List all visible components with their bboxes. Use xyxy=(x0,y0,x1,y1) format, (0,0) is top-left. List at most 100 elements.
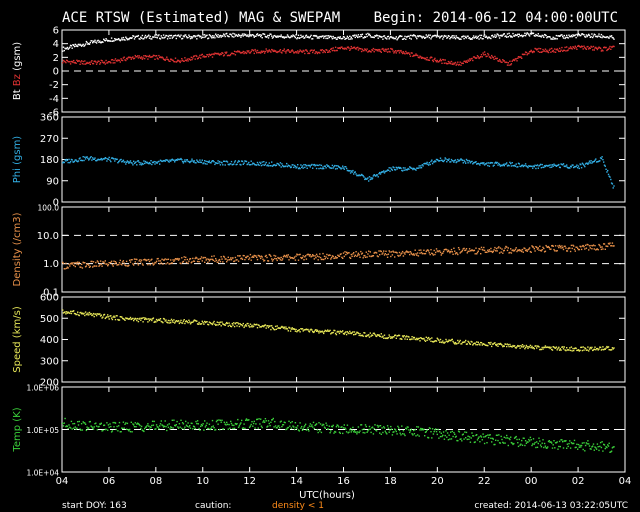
data-point xyxy=(339,330,341,332)
data-point xyxy=(457,37,459,39)
data-point xyxy=(136,160,139,162)
data-point xyxy=(357,252,360,254)
data-point xyxy=(221,321,223,323)
data-point xyxy=(454,341,457,344)
data-point xyxy=(508,64,510,66)
data-point xyxy=(121,427,123,429)
data-point xyxy=(286,34,289,36)
data-point xyxy=(200,256,203,258)
data-point xyxy=(114,422,117,424)
data-point xyxy=(177,59,180,62)
data-point xyxy=(196,422,198,425)
data-point xyxy=(291,421,293,423)
data-point xyxy=(302,330,304,332)
data-point xyxy=(445,158,447,160)
data-point xyxy=(465,162,467,164)
data-point xyxy=(274,329,276,331)
data-point xyxy=(265,36,267,38)
data-point xyxy=(472,163,474,165)
data-point xyxy=(496,343,498,345)
data-point xyxy=(99,62,102,64)
data-point xyxy=(121,264,123,266)
data-point xyxy=(318,51,320,54)
data-point xyxy=(335,257,338,259)
data-point xyxy=(426,249,428,252)
data-point xyxy=(599,244,601,247)
data-point xyxy=(388,250,390,252)
data-point xyxy=(241,258,244,260)
data-point xyxy=(282,50,284,52)
data-point xyxy=(193,55,196,57)
data-point xyxy=(240,164,242,166)
data-point xyxy=(95,314,98,317)
data-point xyxy=(501,248,503,250)
data-point xyxy=(476,253,478,255)
data-point xyxy=(312,35,315,37)
data-point xyxy=(544,48,547,50)
data-point xyxy=(344,47,346,49)
data-point xyxy=(303,329,305,331)
data-point xyxy=(237,323,240,325)
data-point xyxy=(346,169,349,172)
data-point xyxy=(409,430,412,432)
data-point xyxy=(274,34,276,37)
data-point xyxy=(144,162,146,165)
data-point xyxy=(558,346,560,348)
data-point xyxy=(128,162,130,164)
data-point xyxy=(561,46,563,49)
data-point xyxy=(530,32,532,35)
data-point xyxy=(295,167,297,169)
data-point xyxy=(589,36,591,38)
data-point xyxy=(472,343,475,345)
data-point xyxy=(520,56,522,58)
data-point xyxy=(365,50,367,52)
data-point xyxy=(532,167,534,169)
data-point xyxy=(301,425,303,428)
data-point xyxy=(99,423,101,425)
data-point xyxy=(487,342,490,344)
data-point xyxy=(413,336,416,339)
data-point xyxy=(395,166,397,169)
data-point xyxy=(346,424,349,426)
data-point xyxy=(274,35,277,38)
data-point xyxy=(553,51,555,53)
data-point xyxy=(71,47,73,49)
data-point xyxy=(592,244,595,246)
data-point xyxy=(390,36,393,38)
data-point xyxy=(547,165,549,167)
data-point xyxy=(280,326,282,328)
data-point xyxy=(71,60,73,63)
data-point xyxy=(90,260,92,263)
data-point xyxy=(536,441,538,443)
data-point xyxy=(483,51,486,53)
data-point xyxy=(132,263,134,265)
data-point xyxy=(158,34,160,36)
data-point xyxy=(498,37,501,39)
data-point xyxy=(360,253,363,255)
data-point xyxy=(158,260,160,262)
data-point xyxy=(169,37,171,39)
data-point xyxy=(535,33,537,36)
data-point xyxy=(483,436,485,438)
data-point xyxy=(415,435,417,437)
data-point xyxy=(584,163,587,165)
data-point xyxy=(330,258,332,260)
data-point xyxy=(394,429,397,431)
data-point xyxy=(603,36,606,38)
data-point xyxy=(488,36,491,38)
data-point xyxy=(413,34,416,37)
data-point xyxy=(190,36,192,38)
data-point xyxy=(182,60,185,62)
data-point xyxy=(504,35,506,38)
data-point xyxy=(293,428,296,431)
data-point xyxy=(449,252,451,254)
data-point xyxy=(162,37,164,39)
data-point xyxy=(246,163,248,166)
data-point xyxy=(382,431,384,434)
data-point xyxy=(62,161,65,163)
data-point xyxy=(607,169,609,172)
data-point xyxy=(194,319,196,322)
data-point xyxy=(562,35,564,38)
data-point xyxy=(290,257,293,259)
data-point xyxy=(99,40,101,42)
